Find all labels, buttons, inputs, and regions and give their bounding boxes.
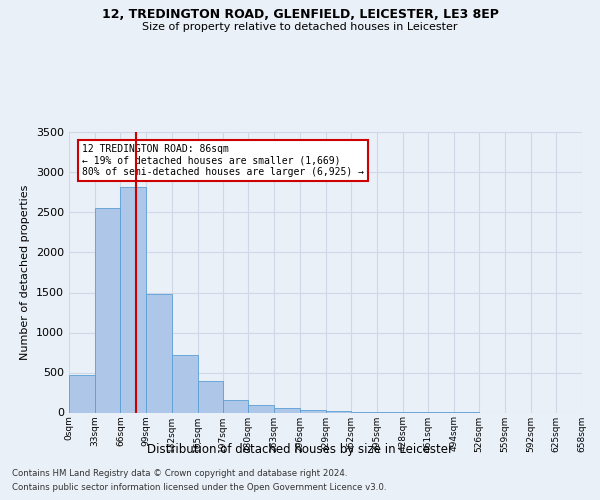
Bar xyxy=(146,294,172,412)
Bar xyxy=(121,187,146,412)
Bar xyxy=(223,400,248,412)
Bar xyxy=(172,355,197,412)
Text: Contains public sector information licensed under the Open Government Licence v3: Contains public sector information licen… xyxy=(12,484,386,492)
Text: Contains HM Land Registry data © Crown copyright and database right 2024.: Contains HM Land Registry data © Crown c… xyxy=(12,468,347,477)
Bar xyxy=(300,410,325,412)
Y-axis label: Number of detached properties: Number of detached properties xyxy=(20,185,31,360)
Text: 12, TREDINGTON ROAD, GLENFIELD, LEICESTER, LE3 8EP: 12, TREDINGTON ROAD, GLENFIELD, LEICESTE… xyxy=(101,8,499,20)
Text: Distribution of detached houses by size in Leicester: Distribution of detached houses by size … xyxy=(147,442,453,456)
Bar xyxy=(248,404,274,412)
Bar xyxy=(95,208,121,412)
Bar xyxy=(197,382,223,412)
Text: 12 TREDINGTON ROAD: 86sqm
← 19% of detached houses are smaller (1,669)
80% of se: 12 TREDINGTON ROAD: 86sqm ← 19% of detac… xyxy=(82,144,364,177)
Bar xyxy=(274,408,300,412)
Bar xyxy=(69,375,95,412)
Text: Size of property relative to detached houses in Leicester: Size of property relative to detached ho… xyxy=(142,22,458,32)
